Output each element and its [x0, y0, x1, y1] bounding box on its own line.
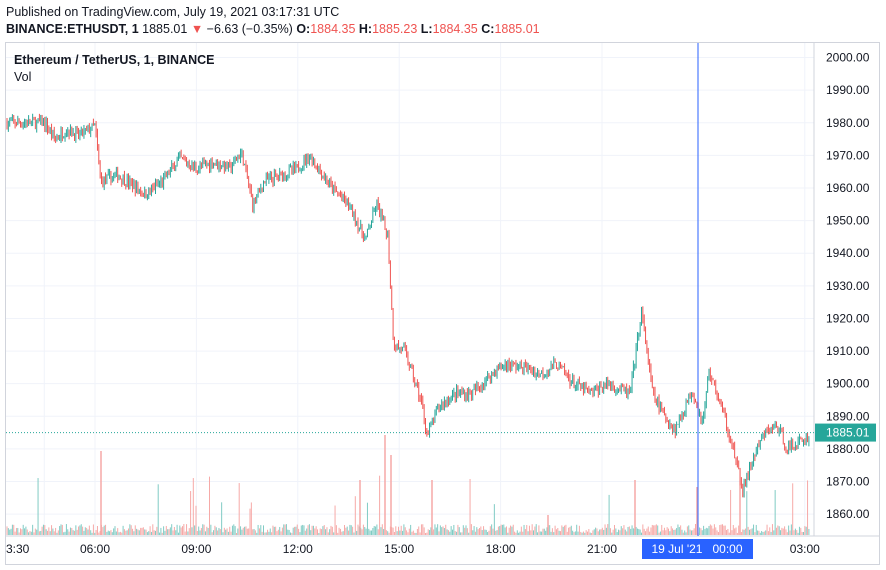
price-tick-label: 1910.00 — [826, 344, 870, 358]
time-tick-label: 09:00 — [181, 542, 211, 556]
low-label: L: — [420, 22, 433, 36]
price-tick-label: 1900.00 — [826, 377, 870, 391]
volume-bars — [6, 435, 810, 535]
down-arrow-icon: ▼ — [190, 22, 204, 36]
close-value: 1885.01 — [494, 22, 540, 36]
crosshair-date-label-bg — [642, 539, 753, 559]
open-label: O: — [296, 22, 311, 36]
price-tick-label: 1880.00 — [826, 442, 870, 456]
price-tick-label: 2000.00 — [826, 51, 870, 65]
symbol-name: BINANCE:ETHUSDT, 1 — [6, 22, 139, 36]
price-tick-label: 1920.00 — [826, 311, 870, 325]
time-tick-label: 06:00 — [80, 542, 110, 556]
last-price-label-bg — [815, 423, 876, 442]
price-axis: 2000.00 1990.00 1980.00 1970.00 1960.00 1950.… — [826, 51, 870, 522]
published-line: Published on TradingView.com, July 19, 2… — [6, 5, 340, 19]
time-tick-label: 3:30 — [6, 542, 30, 556]
high-value: 1885.23 — [372, 22, 418, 36]
price-tick-label: 1960.00 — [826, 181, 870, 195]
price-tick-label: 1860.00 — [826, 507, 870, 521]
time-tick-label: 03:00 — [790, 542, 820, 556]
last-price: 1885.01 — [142, 22, 188, 36]
time-tick-label: 12:00 — [283, 542, 313, 556]
time-tick-label: 21:00 — [587, 542, 617, 556]
high-label: H: — [358, 22, 373, 36]
volume-legend-label: Vol — [14, 70, 32, 84]
price-tick-label: 1970.00 — [826, 148, 870, 162]
low-value: 1884.35 — [432, 22, 478, 36]
open-value: 1884.35 — [310, 22, 356, 36]
price-tick-label: 1870.00 — [826, 475, 870, 489]
close-label: C: — [481, 22, 495, 36]
symbol-info-bar: BINANCE:ETHUSDT, 1 1885.01 ▼ −6.63 (−0.3… — [6, 22, 540, 36]
time-axis: 3:30 06:00 09:00 12:00 15:00 18:00 21:00 03:00 — [6, 542, 820, 556]
price-change: −6.63 (−0.35%) — [206, 22, 293, 36]
grid-lines — [6, 43, 814, 536]
price-tick-label: 1890.00 — [826, 409, 870, 423]
candlesticks — [6, 113, 810, 498]
price-tick-label: 1940.00 — [826, 246, 870, 260]
price-tick-label: 1950.00 — [826, 214, 870, 228]
time-tick-label: 18:00 — [486, 542, 516, 556]
chart-legend-title: Ethereum / TetherUS, 1, BINANCE — [14, 53, 215, 67]
price-tick-label: 1930.00 — [826, 279, 870, 293]
crosshair-date-label: 19 Jul '21 00:00 — [651, 542, 742, 556]
price-tick-label: 1990.00 — [826, 83, 870, 97]
axis-labels: 1885.01 19 Jul '21 00:00 — [642, 423, 876, 559]
last-price-label: 1885.01 — [826, 426, 870, 440]
time-tick-label: 15:00 — [384, 542, 414, 556]
chart-frame[interactable] — [5, 42, 880, 565]
price-tick-label: 1980.00 — [826, 116, 870, 130]
